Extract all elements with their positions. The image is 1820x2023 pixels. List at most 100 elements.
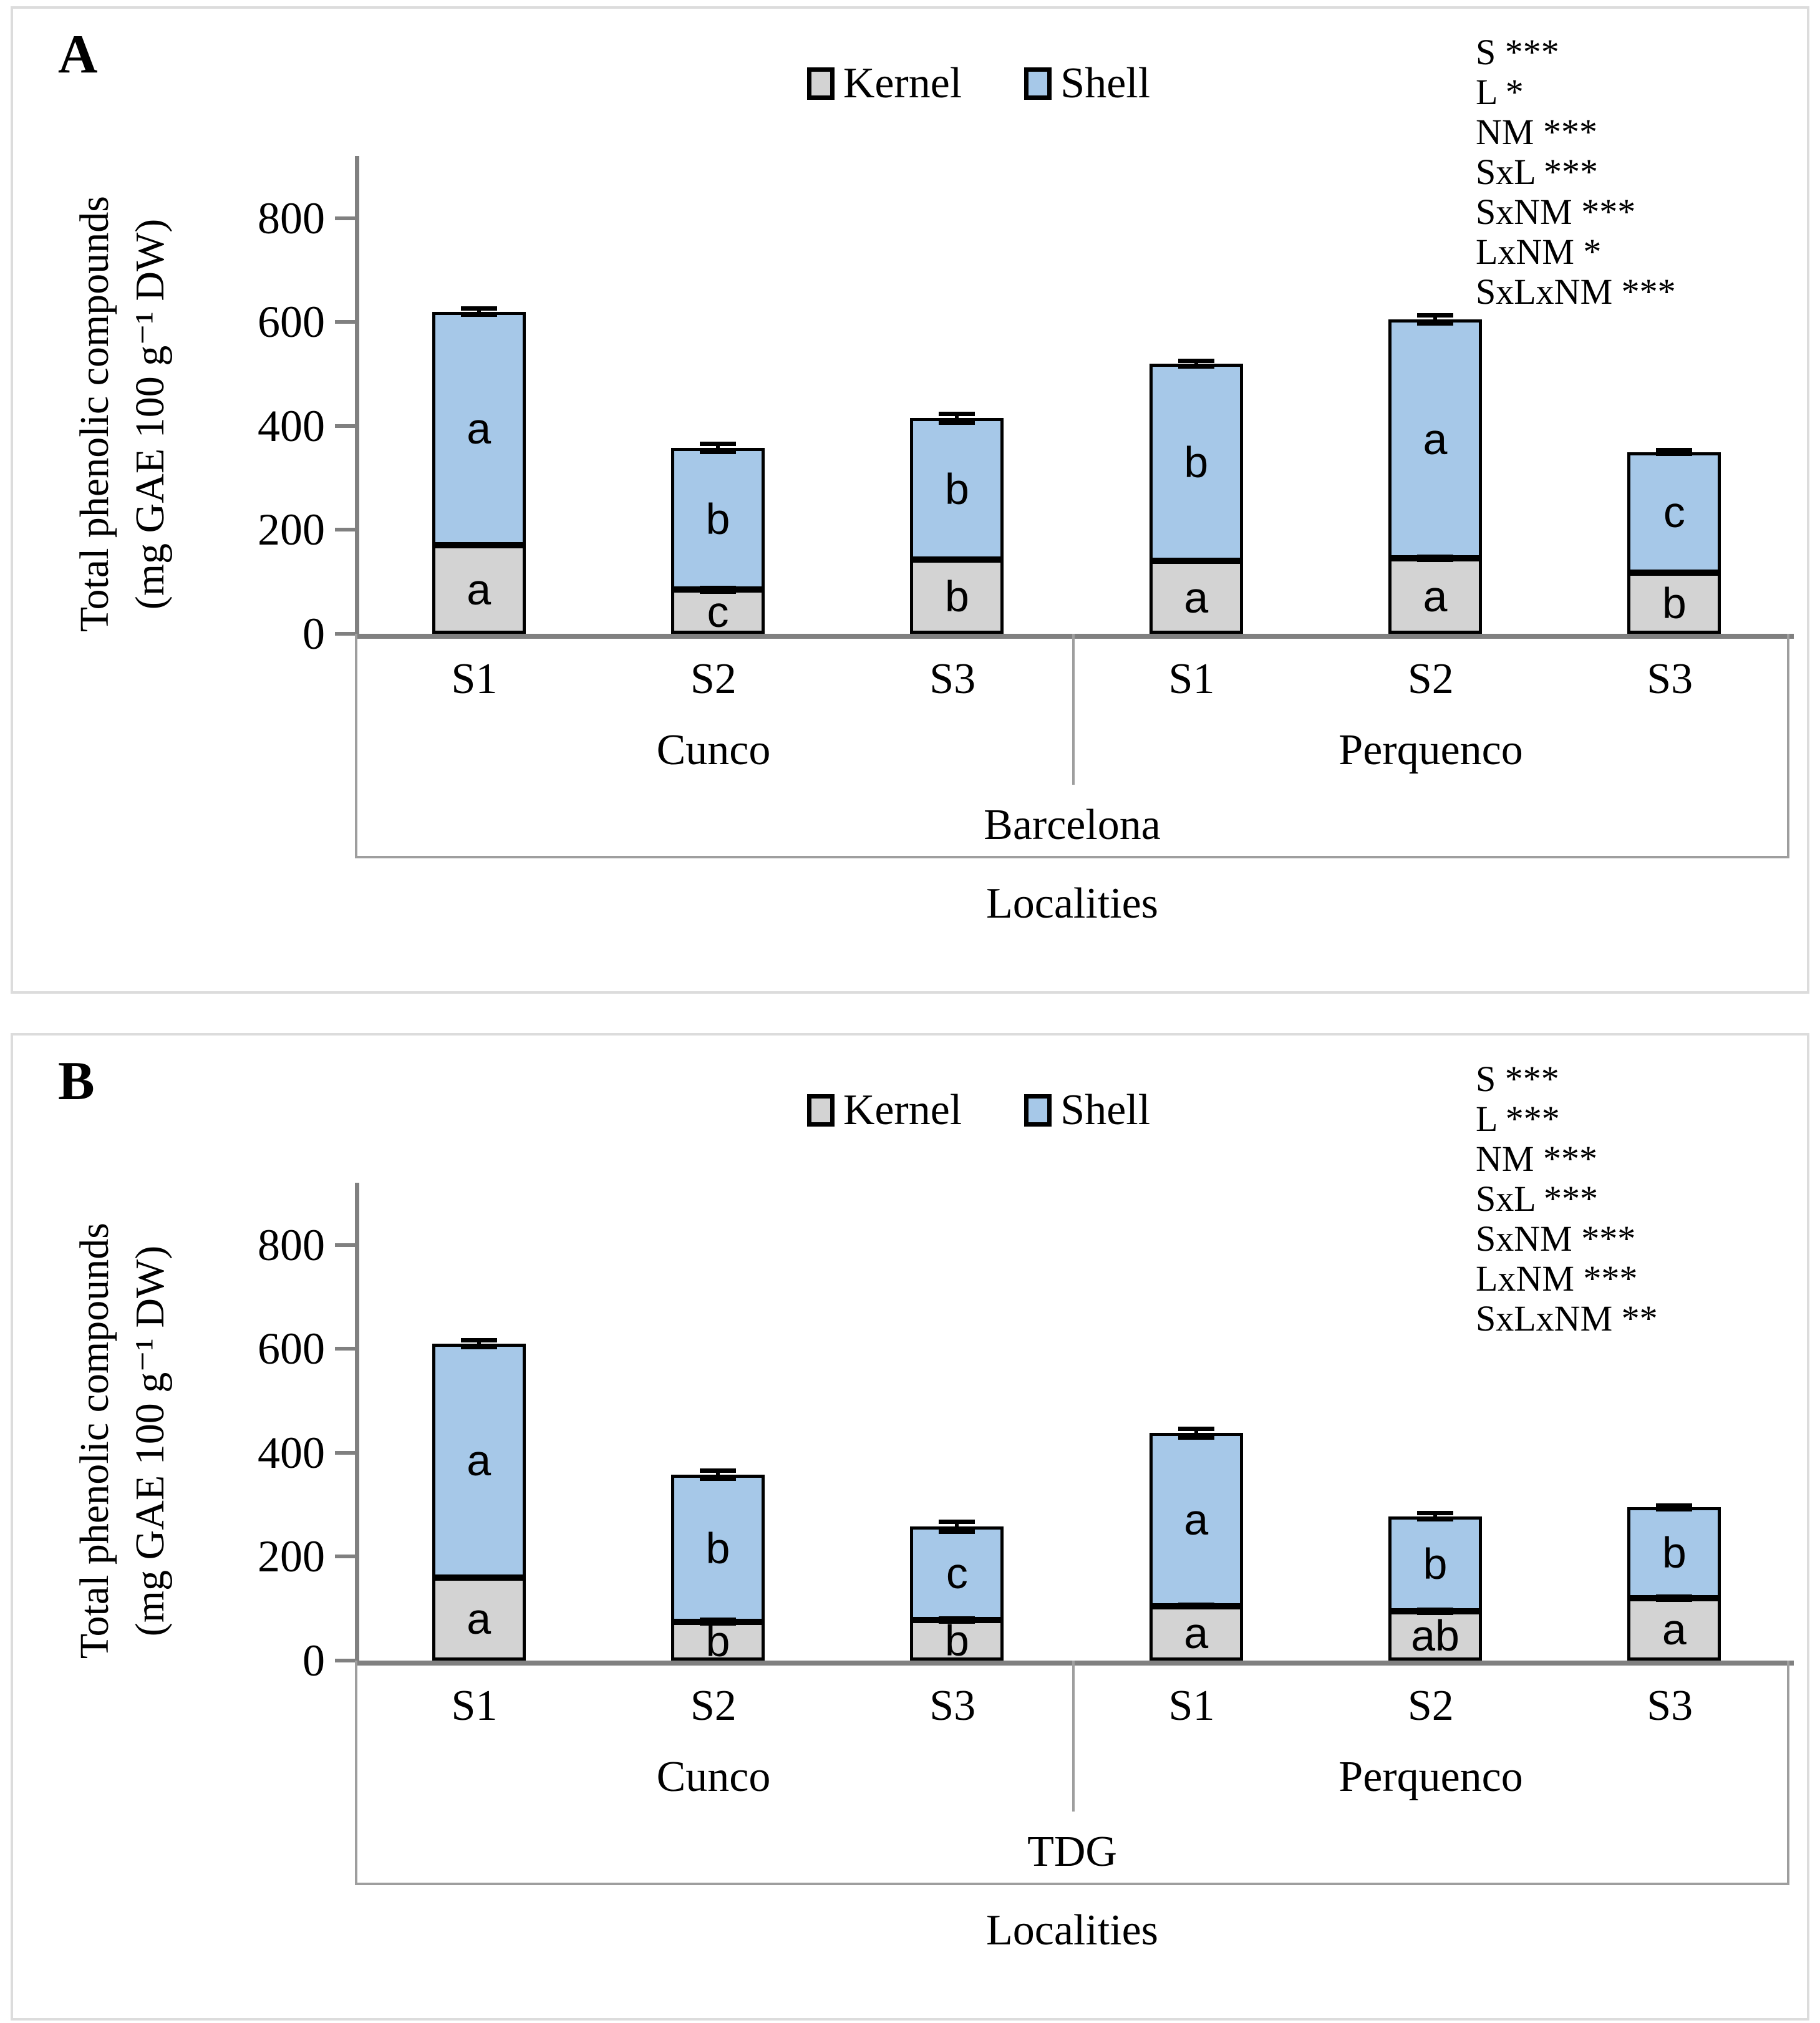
error-bar-bottom-cap: [460, 313, 497, 318]
error-bar-bottom-cap: [700, 1621, 736, 1626]
error-bar-bottom-cap: [1417, 558, 1453, 563]
error-bar-stem: [1433, 313, 1437, 326]
legend-label: Kernel: [843, 59, 962, 107]
kernel-error-bar: [1417, 555, 1453, 563]
anova-line: LxNM *: [1476, 231, 1602, 272]
shell-bar: [432, 311, 526, 546]
kernel-letter: a: [1662, 1605, 1687, 1654]
error-bar-stem: [1194, 1426, 1198, 1440]
legend-label: Shell: [1060, 1086, 1151, 1134]
y-axis-title-text: Total phenolic compounds (mg GAE 100 g⁻¹ …: [67, 1223, 178, 1659]
anova-line: S ***: [1476, 1059, 1559, 1099]
error-bar-stem: [716, 441, 720, 454]
y-tick-label: 800: [258, 1220, 325, 1270]
total-error-bar: [939, 411, 975, 425]
error-bar-bottom-cap: [700, 589, 736, 594]
shell-bar: [1388, 1516, 1482, 1611]
season-label: S3: [1647, 655, 1693, 703]
error-bar-bottom-cap: [1417, 1516, 1453, 1521]
error-bar-bottom-cap: [1656, 1507, 1693, 1512]
total-error-bar: [700, 1468, 736, 1481]
anova-stats: S *** L * NM *** SxL *** SxNM *** LxNM * SxLxN…: [1476, 32, 1800, 312]
y-tick-label: 600: [258, 297, 325, 347]
error-bar-stem: [1433, 1511, 1437, 1521]
season-label: S2: [1407, 655, 1454, 703]
panel-label: B: [58, 1051, 95, 1112]
total-error-bar: [700, 441, 736, 454]
error-bar-bottom-cap: [939, 1529, 975, 1534]
total-error-bar: [1178, 1426, 1214, 1440]
y-tick: [335, 1347, 355, 1351]
kernel-bar: [910, 559, 1004, 634]
total-error-bar: [460, 1337, 497, 1350]
anova-line: SxNM ***: [1476, 192, 1636, 232]
x-axis-label: Localities: [985, 1906, 1158, 1954]
error-bar-bottom-cap: [1178, 1435, 1214, 1440]
kernel-letter: a: [467, 1594, 491, 1644]
kernel-letter: c: [707, 587, 729, 636]
group-divider: [1072, 1661, 1075, 1812]
error-bar-stem: [716, 1468, 720, 1481]
total-error-bar: [1656, 447, 1693, 457]
shell-letter: b: [1662, 1528, 1687, 1578]
anova-line: NM ***: [1476, 1138, 1597, 1179]
anova-line: S ***: [1476, 32, 1559, 72]
y-tick-label: 0: [303, 609, 325, 659]
kernel-bar: [910, 1620, 1004, 1661]
shell-letter: a: [467, 1436, 491, 1485]
kernel-bar: [1149, 561, 1243, 634]
kernel-error-bar: [460, 542, 497, 549]
season-label: S2: [1407, 1682, 1454, 1730]
group-label: Cunco: [656, 726, 771, 774]
legend-item-shell: Shell: [1024, 62, 1150, 105]
y-axis-title-text: Total phenolic compounds (mg GAE 100 g⁻¹ …: [67, 196, 178, 632]
kernel-error-bar: [700, 585, 736, 594]
total-error-bar: [460, 306, 497, 318]
anova-line: SxLxNM **: [1476, 1298, 1658, 1339]
legend: Kernel Shell: [82, 62, 1820, 105]
location-label: TDG: [1027, 1828, 1117, 1876]
shell-letter: b: [705, 494, 730, 543]
shell-letter: b: [1184, 438, 1209, 487]
kernel-error-bar: [939, 1616, 975, 1624]
kernel-letter: a: [1184, 573, 1209, 622]
category-table: S1 S2 S3 S1 S2 S3 Cunco Perquenco TDG: [355, 1661, 1789, 1885]
anova-line: SxNM ***: [1476, 1218, 1636, 1259]
season-label: S3: [1647, 1682, 1693, 1730]
anova-line: SxLxNM ***: [1476, 271, 1676, 312]
y-tick-label: 600: [258, 1324, 325, 1374]
kernel-letter: a: [467, 565, 491, 614]
kernel-letter: a: [1423, 571, 1448, 621]
legend-label: Kernel: [843, 1086, 962, 1134]
category-table: S1 S2 S3 S1 S2 S3 Cunco Perquenco Barcelona: [355, 634, 1789, 858]
error-bar-bottom-cap: [1178, 1605, 1214, 1610]
anova-line: L ***: [1476, 1099, 1560, 1139]
shell-letter: c: [946, 1549, 968, 1598]
error-bar-bottom-cap: [1656, 571, 1693, 576]
panel-label: A: [58, 24, 98, 85]
kernel-letter: a: [1184, 1609, 1209, 1658]
y-tick: [335, 1555, 355, 1559]
season-label: S1: [451, 655, 498, 703]
kernel-letter: b: [944, 1616, 969, 1665]
y-axis-title-line1: Total phenolic compounds: [71, 196, 117, 633]
y-tick: [335, 216, 355, 220]
season-label: S1: [1168, 655, 1215, 703]
kernel-letter: b: [1662, 578, 1687, 628]
kernel-error-bar: [1417, 1608, 1453, 1615]
shell-letter: a: [1184, 1495, 1209, 1544]
error-bar-bottom-cap: [1178, 560, 1214, 565]
y-tick-label: 200: [258, 1531, 325, 1582]
legend-label: Shell: [1060, 59, 1151, 107]
error-bar-bottom-cap: [939, 1619, 975, 1624]
plot-area: 0 200 400 600 800 a a b b b c a a ab b a b: [258, 1183, 1794, 1684]
y-tick: [335, 1243, 355, 1247]
total-error-bar: [1178, 358, 1214, 369]
panel-b: B Kernel Shell S *** L *** NM *** SxL *** SxNM …: [11, 1033, 1809, 2021]
y-axis-title-line1: Total phenolic compounds: [71, 1223, 117, 1659]
error-bar-bottom-cap: [460, 1345, 497, 1350]
shell-letter: c: [1663, 488, 1685, 537]
panel-a: A Kernel Shell S *** L * NM *** SxL *** SxNM **…: [11, 6, 1809, 994]
season-label: S3: [929, 655, 976, 703]
kernel-error-bar: [939, 556, 975, 563]
